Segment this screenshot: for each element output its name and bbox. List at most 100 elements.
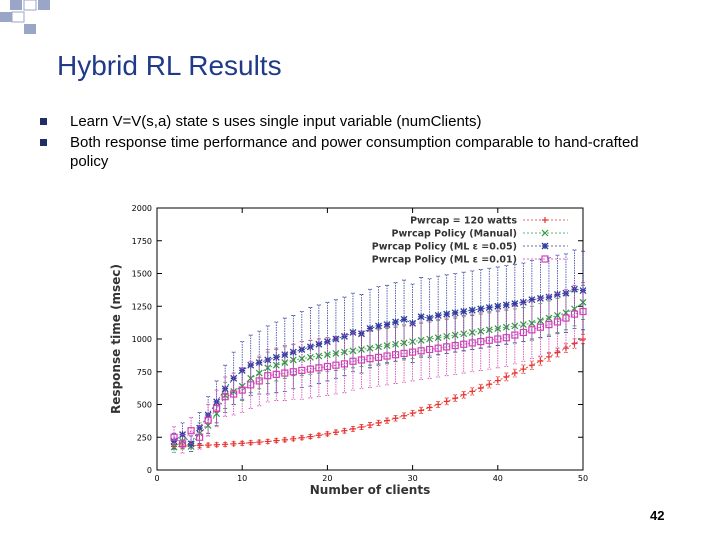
data-point xyxy=(570,310,579,318)
data-point xyxy=(255,377,263,385)
data-point xyxy=(264,372,272,380)
bullet-list: Learn V=V(s,a) state s uses single input… xyxy=(40,112,680,173)
y-tick-label: 250 xyxy=(137,433,152,442)
data-point xyxy=(485,304,493,312)
data-point xyxy=(306,353,314,361)
legend-marker xyxy=(541,255,549,263)
data-point xyxy=(545,320,553,329)
data-point xyxy=(230,440,237,447)
bullet-text: Learn V=V(s,a) state s uses single input… xyxy=(70,113,482,130)
data-point xyxy=(460,308,468,315)
y-tick-label: 1250 xyxy=(132,302,152,311)
data-point xyxy=(400,349,408,358)
data-point xyxy=(306,365,314,373)
data-point xyxy=(435,401,442,408)
data-point xyxy=(519,328,527,337)
x-tick-label: 10 xyxy=(237,474,247,483)
error-bar xyxy=(419,321,424,381)
data-point xyxy=(400,315,408,323)
data-point xyxy=(290,435,297,442)
data-point xyxy=(443,310,451,318)
data-point xyxy=(451,309,459,317)
data-point xyxy=(434,311,442,319)
data-point xyxy=(332,429,339,436)
data-point xyxy=(281,359,289,367)
legend-marker xyxy=(542,217,548,223)
data-point xyxy=(460,340,468,348)
data-point xyxy=(562,345,569,352)
error-bar xyxy=(444,317,449,377)
data-point xyxy=(469,388,476,395)
error-bar xyxy=(453,316,458,375)
data-point xyxy=(374,353,383,361)
data-point xyxy=(281,351,289,359)
data-point xyxy=(477,384,484,391)
data-point xyxy=(213,441,220,448)
error-bar xyxy=(206,404,211,437)
error-bar xyxy=(581,282,585,341)
data-point xyxy=(238,386,246,394)
data-point xyxy=(272,353,280,361)
data-point xyxy=(528,296,536,304)
data-point xyxy=(502,334,510,342)
x-tick-label: 30 xyxy=(408,474,418,483)
data-point xyxy=(536,323,544,331)
error-bar xyxy=(325,337,330,396)
bullet-item: Learn V=V(s,a) state s uses single input… xyxy=(40,112,680,131)
data-point xyxy=(477,338,485,346)
data-point xyxy=(477,305,485,313)
data-point xyxy=(511,300,519,308)
data-point xyxy=(205,442,212,449)
data-point xyxy=(392,415,399,422)
error-bar xyxy=(461,315,466,374)
data-point xyxy=(340,360,349,368)
data-point xyxy=(213,398,221,406)
data-point xyxy=(324,430,331,437)
x-tick-label: 50 xyxy=(578,474,588,483)
legend-label: Pwrcap Policy (ML ε =0.05) xyxy=(372,242,517,253)
error-bar xyxy=(521,303,526,362)
data-point xyxy=(204,416,212,424)
error-bar xyxy=(257,355,262,407)
error-bar xyxy=(512,305,517,365)
data-point xyxy=(391,351,400,359)
square-bullet-icon xyxy=(40,139,47,146)
error-bar xyxy=(240,367,245,413)
data-point xyxy=(178,440,187,448)
y-tick-label: 1500 xyxy=(132,270,152,279)
data-point xyxy=(452,395,459,402)
data-point xyxy=(451,341,459,350)
data-point xyxy=(273,437,280,444)
data-point xyxy=(528,326,536,334)
data-point xyxy=(545,353,552,360)
error-bar xyxy=(333,335,338,395)
data-point xyxy=(426,404,433,411)
data-point xyxy=(537,358,544,365)
data-point xyxy=(357,356,366,364)
y-tick-label: 500 xyxy=(137,401,152,410)
legend-label: Pwrcap = 120 watts xyxy=(410,216,517,227)
error-bar xyxy=(316,338,321,398)
error-bar xyxy=(538,297,543,357)
data-point xyxy=(502,301,510,309)
data-point xyxy=(409,348,417,356)
data-point xyxy=(511,370,518,377)
data-point xyxy=(528,362,535,369)
error-bar xyxy=(487,311,492,370)
error-bar xyxy=(350,332,355,391)
x-tick-label: 20 xyxy=(322,474,332,483)
error-bar xyxy=(291,315,296,390)
y-tick-label: 0 xyxy=(147,466,152,475)
data-point xyxy=(247,381,255,389)
square-bullet-icon xyxy=(40,118,47,125)
data-point xyxy=(443,343,451,351)
data-point xyxy=(392,318,400,326)
data-point xyxy=(383,352,391,360)
data-point xyxy=(298,434,305,441)
data-point xyxy=(426,345,434,354)
data-point xyxy=(366,355,374,363)
error-bar xyxy=(478,312,483,371)
data-point xyxy=(383,321,391,329)
data-point xyxy=(486,381,493,388)
data-point xyxy=(323,362,331,371)
